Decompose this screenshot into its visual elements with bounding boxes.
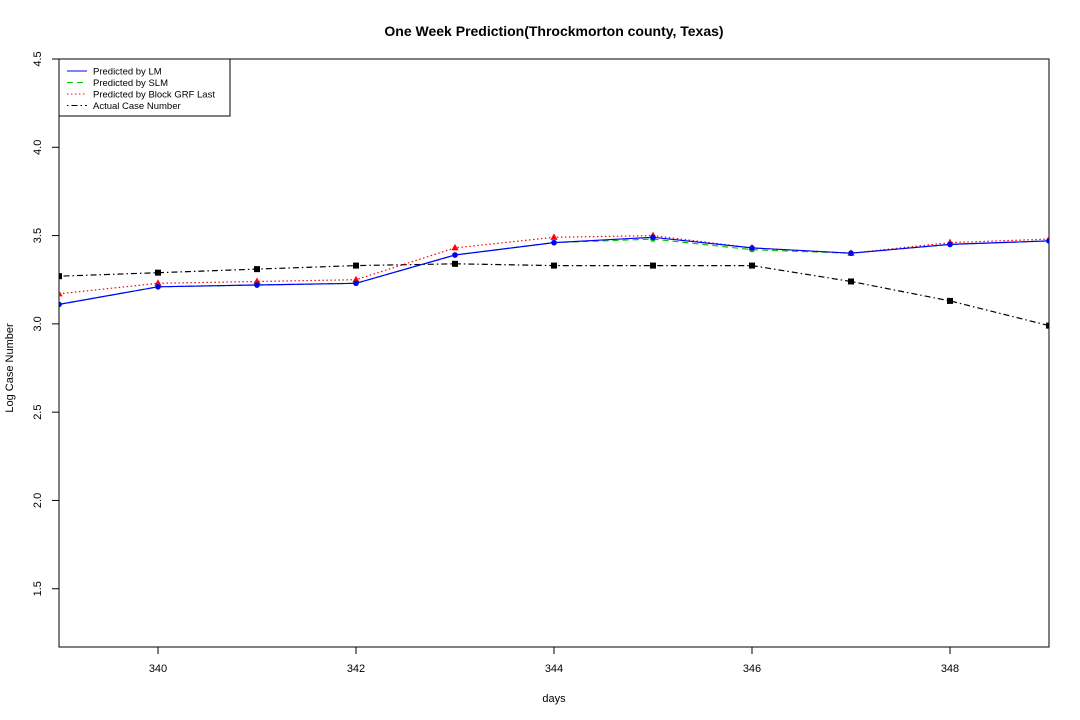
data-point-actual-case-number (551, 262, 557, 269)
data-point-actual-case-number (1046, 322, 1049, 329)
legend-label-predicted-by-slm: Predicted by SLM (93, 78, 168, 89)
data-point-actual-case-number (848, 278, 854, 285)
data-point-predicted-by-lm (155, 283, 161, 290)
data-point-predicted-by-block-grf-last (550, 233, 558, 240)
data-point-predicted-by-lm (848, 250, 854, 257)
legend-label-predicted-by-block-grf-last: Predicted by Block GRF Last (93, 90, 215, 101)
data-point-predicted-by-block-grf-last (59, 289, 63, 297)
series-group (59, 231, 1049, 329)
data-point-predicted-by-lm (452, 252, 458, 258)
y-tick-label: 1.5 (32, 581, 44, 596)
y-tick-label: 3.5 (32, 228, 44, 243)
x-axis-label: days (542, 693, 566, 705)
x-tick-label: 342 (347, 663, 365, 675)
plot-area: 340 342 344 346 348 1.5 2.0 2.5 3.0 3.5 4.0 4.5 (32, 51, 1050, 675)
data-point-actual-case-number (452, 260, 458, 267)
plot-frame (58, 58, 1050, 648)
legend-label-actual-case-number: Actual Case Number (93, 101, 181, 112)
data-point-actual-case-number (155, 269, 161, 276)
data-point-actual-case-number (353, 262, 359, 269)
data-point-actual-case-number (254, 266, 260, 273)
data-point-actual-case-number (650, 262, 656, 269)
y-axis-label: Log Case Number (4, 323, 16, 413)
data-point-predicted-by-lm (650, 234, 656, 241)
series-line-actual-case-number (59, 263, 1049, 327)
data-point-predicted-by-block-grf-last (253, 277, 261, 284)
data-point-predicted-by-lm (59, 301, 62, 308)
y-tick-label: 2.5 (32, 405, 44, 420)
data-point-predicted-by-block-grf-last (451, 243, 459, 251)
x-tick-label: 346 (743, 663, 761, 675)
data-point-predicted-by-lm (749, 245, 755, 251)
y-tick-label: 2.0 (32, 493, 44, 508)
data-point-actual-case-number (947, 297, 953, 304)
y-tick-label: 4.5 (32, 51, 44, 66)
data-point-predicted-by-lm (947, 241, 953, 248)
y-tick-label: 4.0 (32, 140, 44, 155)
data-point-predicted-by-lm (1046, 238, 1049, 244)
data-point-predicted-by-lm (551, 239, 557, 246)
chart-title: One Week Prediction(Throckmorton county,… (384, 23, 723, 39)
y-tick-label: 3.0 (32, 316, 44, 331)
data-point-predicted-by-block-grf-last (154, 279, 162, 286)
x-tick-label: 344 (545, 663, 563, 675)
legend-label-predicted-by-lm: Predicted by LM (93, 67, 162, 78)
data-point-actual-case-number (59, 273, 62, 280)
x-tick-label: 348 (941, 663, 959, 675)
x-tick-label: 340 (149, 663, 167, 675)
data-point-actual-case-number (749, 262, 755, 269)
data-point-predicted-by-lm (353, 280, 359, 287)
legend-box (58, 58, 231, 117)
data-point-predicted-by-lm (254, 282, 260, 288)
data-point-predicted-by-block-grf-last (352, 275, 360, 283)
